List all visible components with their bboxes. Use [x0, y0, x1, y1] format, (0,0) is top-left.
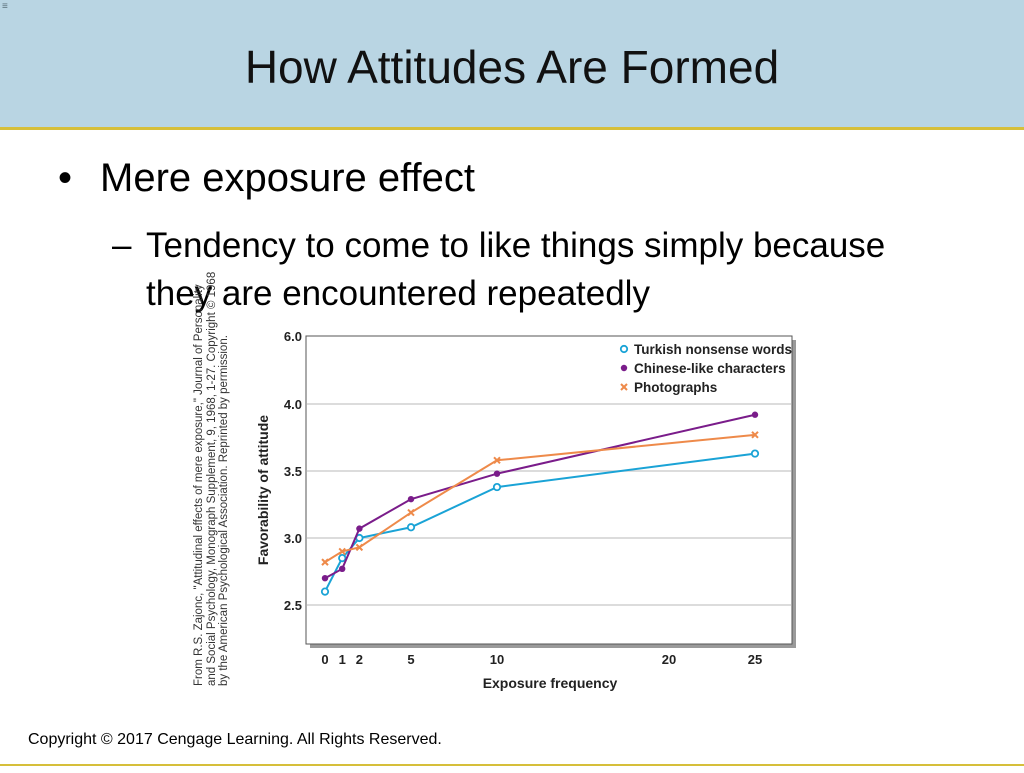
data-point	[355, 543, 364, 552]
x-tick-labels: 0 1 2 5 10 20 25	[321, 652, 762, 667]
sub-bullet-marker: –	[112, 226, 132, 265]
menu-icon: ≡	[2, 1, 8, 12]
slide-title: How Attitudes Are Formed	[244, 41, 780, 93]
x-tick-label: 5	[407, 652, 414, 667]
grid-lines	[307, 403, 791, 606]
data-point	[407, 508, 415, 517]
legend-label: Turkish nonsense words	[634, 342, 792, 357]
series-group	[320, 411, 760, 596]
sub-bullet-item: – Tendency to come to like things simply…	[112, 222, 906, 318]
y-tick-label: 4.0	[284, 397, 302, 412]
series-line	[324, 452, 756, 593]
data-point	[750, 449, 760, 458]
x-tick-label: 0	[321, 652, 328, 667]
x-tick-label: 20	[662, 652, 676, 667]
y-tick-label: 3.5	[284, 464, 302, 479]
footer-divider	[0, 764, 1024, 766]
data-point	[493, 456, 501, 464]
data-point	[338, 553, 347, 563]
bullet-marker: •	[58, 156, 73, 200]
data-point	[407, 495, 415, 503]
y-tick-label: 3.0	[284, 531, 302, 546]
legend-marker	[620, 364, 628, 372]
y-tick-label: 2.5	[284, 598, 302, 613]
data-point	[492, 482, 502, 492]
x-tick-label: 1	[339, 652, 346, 667]
data-point	[338, 547, 346, 556]
sub-bullet-text: Tendency to come to like things simply b…	[146, 226, 886, 313]
copyright-footer: Copyright © 2017 Cengage Learning. All R…	[28, 731, 442, 748]
bullet-text: Mere exposure effect	[100, 156, 476, 200]
y-axis-label: Favorability of attitude	[255, 415, 271, 565]
plot-area	[305, 335, 793, 645]
x-axis-label: Exposure frequency	[483, 675, 618, 691]
x-tick-label: 2	[356, 652, 363, 667]
legend-label: Photographs	[634, 380, 717, 395]
data-point	[356, 525, 363, 532]
data-point	[751, 411, 759, 418]
legend-marker	[620, 383, 628, 391]
x-tick-label: 10	[490, 652, 504, 667]
data-point	[493, 470, 501, 477]
data-point	[751, 431, 759, 439]
data-point	[321, 575, 329, 582]
series-line	[324, 413, 756, 580]
data-point	[406, 523, 416, 532]
y-tick-labels: 2.5 3.0 3.5 4.0 6.0	[284, 329, 302, 613]
data-point	[320, 587, 330, 596]
data-point	[321, 558, 329, 566]
legend: Turkish nonsense words Chinese-like chara…	[619, 342, 792, 395]
y-tick-label: 6.0	[284, 329, 302, 344]
legend-label: Chinese-like characters	[634, 361, 786, 376]
legend-marker	[619, 344, 629, 354]
title-band: ≡	[0, 0, 1024, 130]
x-tick-label: 25	[748, 652, 762, 667]
data-point	[339, 565, 346, 573]
bullet-item: • Mere exposure effect	[58, 154, 475, 202]
